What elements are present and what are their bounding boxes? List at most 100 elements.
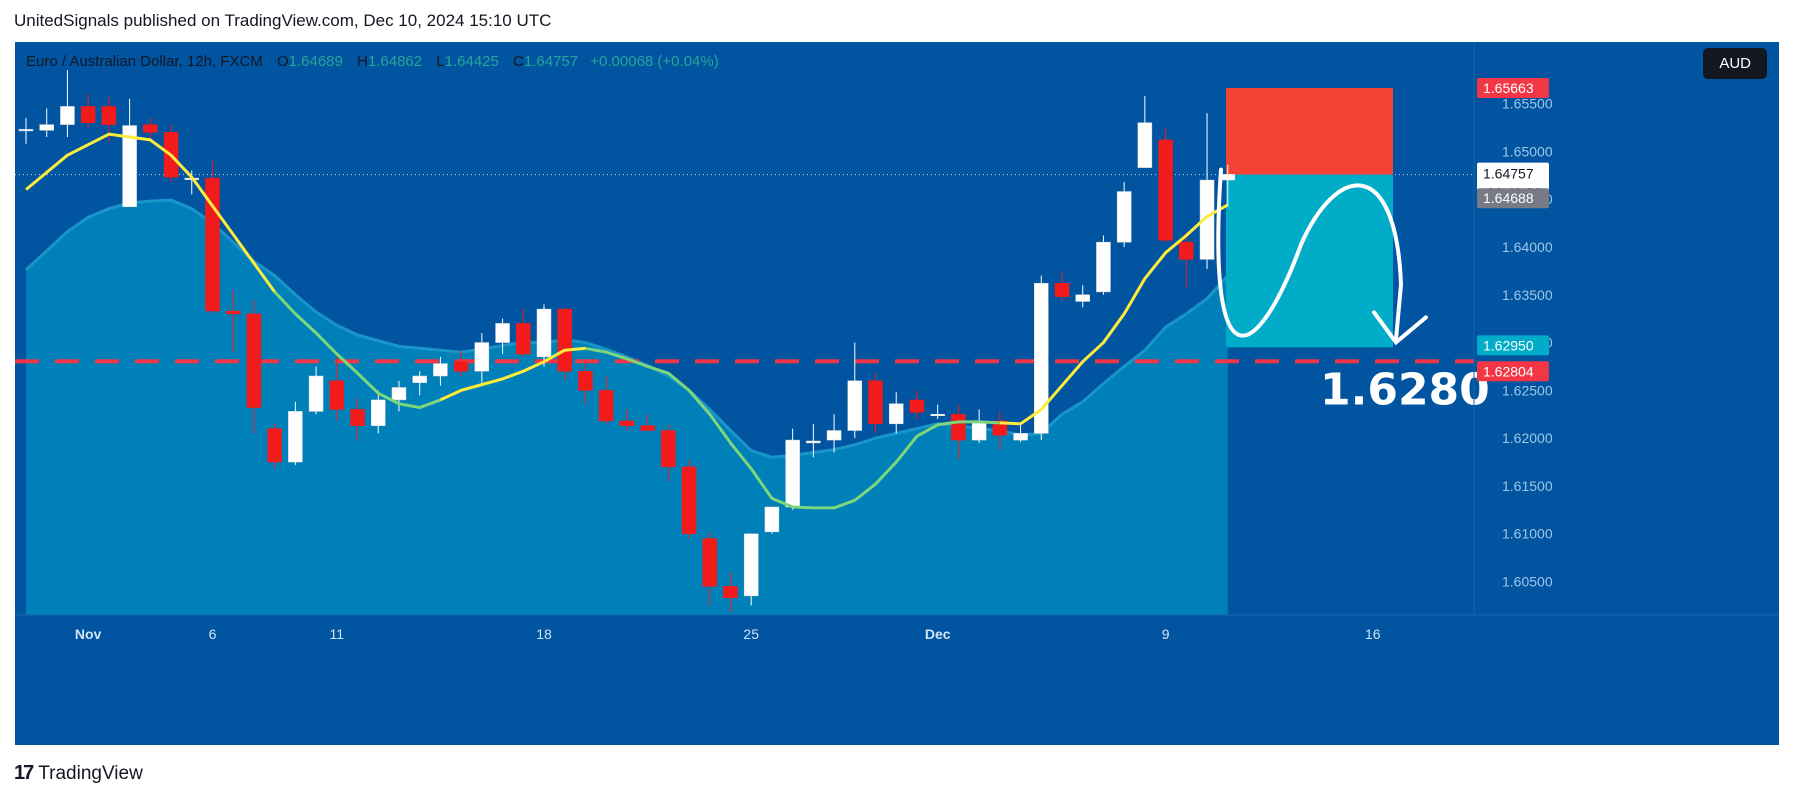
y-tick-label: 1.63500 [1502, 287, 1553, 303]
low-label: L [436, 53, 445, 70]
candle-body[interactable] [495, 323, 510, 343]
candle-body[interactable] [433, 363, 448, 377]
price-tag-support [1477, 361, 1549, 382]
high-value: 1.64862 [367, 53, 423, 70]
candle-body[interactable] [1158, 139, 1173, 241]
candle-body[interactable] [412, 375, 427, 383]
ma-area-fill [26, 200, 1228, 615]
candle-body[interactable] [516, 323, 531, 355]
candle-body[interactable] [1116, 191, 1132, 243]
candle-body[interactable] [868, 380, 883, 425]
y-tick-label: 1.62500 [1502, 382, 1553, 398]
candle-body[interactable] [619, 420, 635, 426]
x-tick-label: Nov [75, 626, 102, 642]
price-tag-value: 1.62950 [1483, 337, 1534, 353]
candle-body[interactable] [806, 440, 821, 444]
chart-panel[interactable]: 1.6280 1.60500 1.61000 1.61500 1.62000 1.6250… [15, 42, 1779, 745]
brand-name: TradingView [38, 762, 143, 784]
candle-body[interactable] [785, 439, 800, 508]
candle-body[interactable] [453, 361, 469, 372]
time-axis-bg [15, 615, 1779, 745]
stop-loss-zone [1226, 87, 1393, 175]
candle-body[interactable] [826, 430, 842, 441]
projection-arrow-icon [1372, 310, 1428, 346]
price-chart[interactable]: 1.6280 1.60500 1.61000 1.61500 1.62000 1.6250… [15, 42, 1779, 745]
candle-body[interactable] [661, 430, 676, 468]
candle-body[interactable] [1199, 179, 1215, 260]
candle-body[interactable] [764, 506, 780, 533]
candle-body[interactable] [598, 390, 614, 422]
candle-body[interactable] [1096, 241, 1111, 293]
x-tick-label: 18 [536, 626, 552, 642]
candle-body[interactable] [143, 124, 158, 133]
candle-body[interactable] [1075, 294, 1090, 302]
y-tick-label: 1.60500 [1502, 574, 1553, 590]
change-value: +0.00068 (+0.04%) [590, 53, 719, 70]
candle-body[interactable] [536, 308, 552, 358]
candle-body[interactable] [308, 375, 324, 412]
candle-body[interactable] [1220, 174, 1236, 181]
moving-average-line [25, 132, 276, 293]
candle-body[interactable] [267, 428, 282, 463]
candle-body[interactable] [225, 310, 241, 315]
projection-curve [1216, 167, 1404, 342]
candle-body[interactable] [681, 466, 697, 534]
candle-body[interactable] [930, 414, 945, 417]
y-tick-label: 1.62000 [1502, 430, 1553, 446]
y-tick-label: 1.64000 [1502, 239, 1553, 255]
candle-body[interactable] [702, 538, 718, 587]
price-tag-stop [1477, 77, 1549, 98]
y-tick-label: 1.65500 [1502, 96, 1553, 112]
candle-body[interactable] [578, 370, 593, 391]
candle-body[interactable] [743, 533, 759, 597]
candle-body[interactable] [80, 106, 96, 123]
candle-body[interactable] [909, 399, 925, 413]
candle-body[interactable] [474, 342, 490, 372]
candle-body[interactable] [246, 313, 262, 408]
candle-body[interactable] [971, 421, 987, 441]
candle-body[interactable] [557, 308, 572, 372]
candle-body[interactable] [60, 106, 75, 125]
candle-body[interactable] [951, 414, 966, 441]
low-value: 1.64425 [444, 53, 499, 70]
candle-body[interactable] [1034, 283, 1049, 434]
candle-body[interactable] [888, 403, 904, 425]
candle-body[interactable] [122, 125, 137, 208]
tradingview-logo-icon: 17 [14, 762, 34, 784]
symbol-legend: Euro / Australian Dollar, 12h, FXCM O 1.6… [26, 53, 719, 70]
footer-brand: 17 TradingView [14, 762, 143, 785]
candle-body[interactable] [39, 124, 54, 131]
candle-body[interactable] [1179, 241, 1194, 260]
candle-body[interactable] [391, 387, 407, 401]
moving-average-line [585, 346, 1000, 510]
candle-body[interactable] [1013, 433, 1028, 441]
open-label: O [276, 53, 289, 70]
price-tag-value: 1.65663 [1483, 80, 1534, 96]
candle-body[interactable] [288, 411, 303, 463]
currency-button[interactable]: AUD [1703, 48, 1767, 79]
candle-body[interactable] [847, 380, 863, 431]
price-tag-value: 1.62804 [1483, 363, 1534, 379]
x-tick-label: 25 [743, 626, 759, 642]
candle-body[interactable] [350, 409, 365, 426]
x-tick-label: Dec [925, 626, 951, 642]
candle-body[interactable] [723, 586, 738, 599]
moving-average-line [273, 290, 441, 410]
candle-body[interactable] [1054, 283, 1070, 297]
candle-body[interactable] [992, 420, 1008, 436]
x-tick-label: 11 [330, 626, 345, 642]
last-price-value: 1.64757 [1483, 166, 1534, 182]
candle-body[interactable] [640, 425, 655, 431]
symbol-title: Euro / Australian Dollar, 12h, FXCM [26, 53, 263, 70]
candle-body[interactable] [370, 399, 386, 426]
candle-body[interactable] [329, 380, 345, 410]
candle-body[interactable] [18, 129, 34, 132]
y-tick-label: 1.61500 [1502, 478, 1553, 494]
y-tick-label: 1.61000 [1502, 526, 1553, 542]
candle-body[interactable] [101, 106, 117, 125]
close-label: C [513, 53, 524, 70]
y-tick-label: 1.65000 [1502, 143, 1553, 159]
candle-body[interactable] [1137, 122, 1153, 168]
x-tick-label: 16 [1365, 626, 1381, 642]
close-value: 1.64757 [523, 53, 579, 70]
